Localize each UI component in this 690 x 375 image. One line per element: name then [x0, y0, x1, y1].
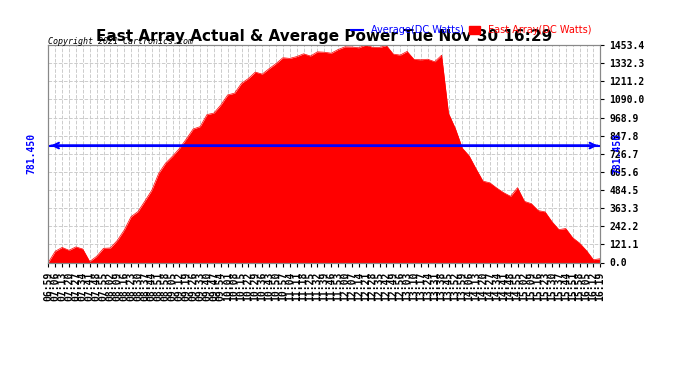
Text: 781.450: 781.450	[613, 133, 622, 174]
Text: Copyright 2021 Cartronics.com: Copyright 2021 Cartronics.com	[48, 38, 193, 46]
Legend: Average(DC Watts), East Array(DC Watts): Average(DC Watts), East Array(DC Watts)	[348, 22, 595, 39]
Text: 781.450: 781.450	[26, 133, 36, 174]
Title: East Array Actual & Average Power Tue Nov 30 16:29: East Array Actual & Average Power Tue No…	[96, 29, 553, 44]
